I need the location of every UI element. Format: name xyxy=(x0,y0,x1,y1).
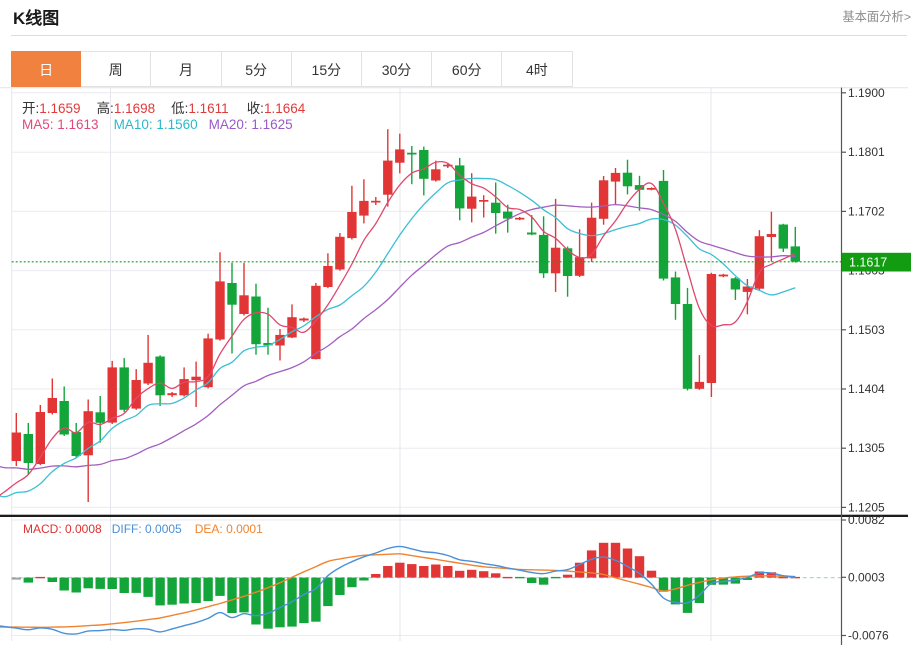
svg-text:0.0082: 0.0082 xyxy=(848,513,885,527)
svg-text:1.1801: 1.1801 xyxy=(848,145,885,159)
svg-text:1.1702: 1.1702 xyxy=(848,204,885,218)
svg-text:1.1617: 1.1617 xyxy=(849,256,887,270)
svg-text:1.1205: 1.1205 xyxy=(848,500,885,514)
svg-text:1.1404: 1.1404 xyxy=(848,382,885,396)
svg-text:1.1900: 1.1900 xyxy=(848,86,885,100)
svg-text:-0.0076: -0.0076 xyxy=(848,629,889,643)
svg-text:0.0003: 0.0003 xyxy=(848,570,885,584)
svg-text:1.1503: 1.1503 xyxy=(848,323,885,337)
svg-text:1.1305: 1.1305 xyxy=(848,441,885,455)
